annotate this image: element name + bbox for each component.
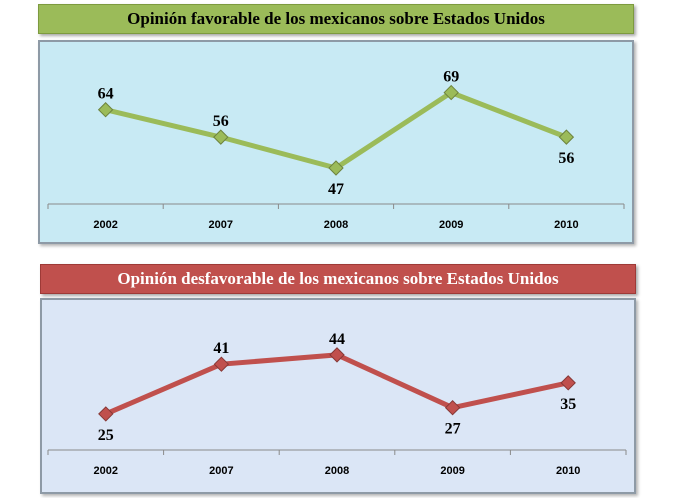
data-label: 56: [558, 150, 574, 167]
data-label: 41: [213, 340, 229, 357]
data-point-marker: [213, 129, 229, 145]
x-tick-label: 2010: [556, 465, 580, 477]
data-point-marker: [444, 399, 461, 416]
chart-panel-favorable: 2002 2007 2008 2009 2010 64 56 47 69 56: [38, 40, 634, 244]
x-tick-label: 2009: [440, 465, 464, 477]
x-tick-label: 2008: [324, 219, 348, 231]
data-point-marker: [97, 102, 114, 118]
data-point-marker: [213, 356, 230, 372]
x-tick-label: 2002: [93, 219, 117, 231]
data-label: 47: [328, 181, 344, 198]
data-point-marker: [443, 84, 459, 101]
x-tick-label: 2008: [325, 465, 349, 477]
chart-title-favorable: Opinión favorable de los mexicanos sobre…: [38, 4, 634, 34]
data-label: 35: [560, 396, 576, 413]
data-label: 27: [445, 421, 461, 438]
x-tick-label: 2007: [209, 219, 233, 231]
chart-svg-favorable: 2002 2007 2008 2009 2010 64 56 47 69 56: [47, 69, 625, 231]
x-tick-label: 2009: [439, 219, 463, 231]
series-line: [103, 90, 569, 171]
data-point-marker: [329, 347, 345, 363]
data-label: 69: [443, 69, 459, 86]
data-point-marker: [560, 375, 576, 391]
data-point-marker: [558, 129, 575, 145]
chart-svg-desfavorable: 2002 2007 2008 2009 2010 25 41 44 27 35: [47, 331, 627, 477]
data-point-marker: [328, 160, 344, 176]
x-tick-label: 2010: [554, 219, 578, 231]
data-label: 64: [98, 86, 114, 103]
data-point-marker: [98, 406, 114, 422]
x-tick-label: 2002: [94, 465, 118, 477]
series-line: [103, 352, 571, 417]
data-label: 44: [329, 331, 345, 348]
data-label: 56: [213, 113, 229, 130]
chart-title-desfavorable: Opinión desfavorable de los mexicanos so…: [40, 264, 636, 294]
chart-panel-desfavorable: 2002 2007 2008 2009 2010 25 41 44 27 35: [40, 298, 636, 494]
x-tick-label: 2007: [209, 465, 233, 477]
data-label: 25: [98, 427, 114, 444]
